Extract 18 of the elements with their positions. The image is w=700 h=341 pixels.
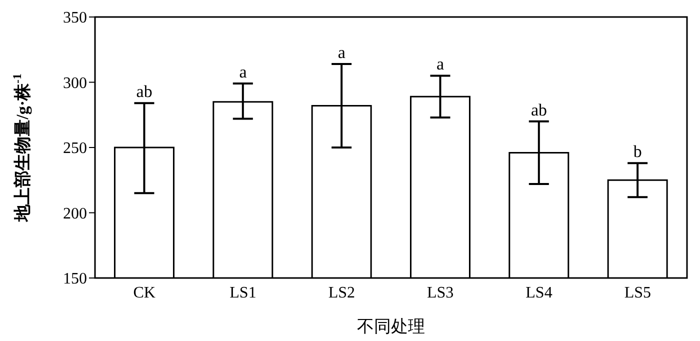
y-tick-label: 350 <box>63 10 87 27</box>
x-tick-label: LS2 <box>328 284 356 302</box>
x-tick-label: LS3 <box>426 284 454 302</box>
x-tick-label: LS4 <box>526 284 552 302</box>
y-tick-label: 150 <box>63 270 87 288</box>
annotation: b <box>633 142 642 162</box>
x-tick-label: CK <box>133 284 156 302</box>
y-tick-label: 250 <box>63 140 87 158</box>
annotation: a <box>239 62 248 82</box>
y-tick-label: 200 <box>63 205 87 222</box>
x-tick-label: LS5 <box>624 284 652 302</box>
annotation: a <box>436 54 445 74</box>
x-tick-label: LS1 <box>230 284 256 302</box>
y-tick-label: 300 <box>63 74 87 92</box>
annotation: ab <box>530 100 548 120</box>
annotation: ab <box>136 82 152 102</box>
x-axis-title: 不同处理 <box>357 317 425 336</box>
annotation: a <box>338 42 346 62</box>
